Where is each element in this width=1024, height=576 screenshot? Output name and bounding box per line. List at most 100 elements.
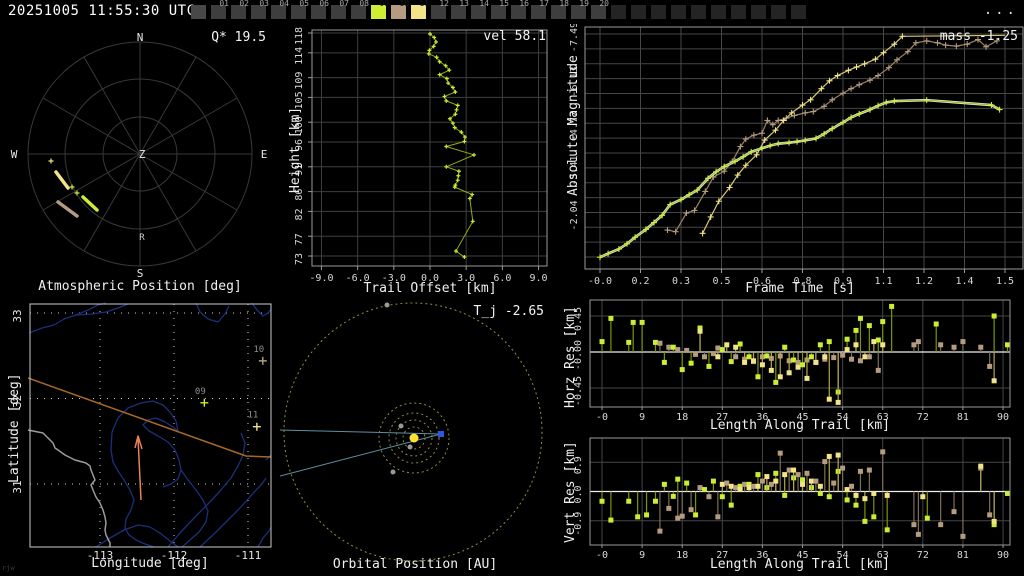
overflow-menu[interactable]: ... (983, 2, 1018, 18)
frame-label: 09 (379, 0, 389, 8)
y-tick: 0.9 (573, 456, 584, 474)
frame-cell-09[interactable]: 09 (370, 0, 390, 22)
x-tick: 1.4 (955, 276, 973, 287)
x-tick: 72 (917, 550, 929, 561)
y-tick: 86 (294, 189, 305, 201)
frame-cell-18[interactable]: 18 (550, 0, 570, 22)
frame-cell-empty (650, 0, 670, 22)
frame-swatch (691, 5, 706, 19)
frame-cell-14[interactable]: 14 (470, 0, 490, 22)
x-tick: 81 (957, 412, 969, 421)
y-tick: 105 (294, 91, 305, 109)
frame-swatch (271, 5, 286, 19)
planet-dot (398, 423, 404, 429)
y-tick: 114 (294, 47, 305, 65)
frame-label: 07 (339, 0, 349, 8)
horz-res-x-label: Length Along Trail [km] (709, 418, 890, 433)
frame-cell-empty (610, 0, 630, 22)
y-tick: 82 (294, 208, 305, 220)
x-tick: -6.0 (346, 273, 370, 284)
y-tick: -6.13 (569, 66, 580, 96)
frame-label: 10 (399, 0, 409, 8)
frame-swatch (611, 5, 626, 19)
map-y-label: Latitude [deg] (7, 373, 22, 483)
map-station-label: 11 (247, 411, 258, 421)
frame-swatch (531, 5, 546, 19)
y-tick: -2.04 (569, 200, 580, 230)
y-tick: 91 (294, 164, 305, 176)
y-tick: -0.9 (573, 512, 584, 536)
planet-dot (384, 302, 390, 308)
x-tick: 18 (676, 412, 688, 421)
x-tick: 1.5 (996, 276, 1014, 287)
frame-swatch (571, 5, 586, 19)
y-tick: -0.45 (573, 376, 584, 406)
x-tick: 3.0 (457, 273, 475, 284)
radiant-label: R (139, 233, 145, 243)
frame-cell-01[interactable]: 01 (210, 0, 230, 22)
y-tick: -4.77 (569, 111, 580, 141)
frame-cell-17[interactable]: 17 (530, 0, 550, 22)
frame-cell-12[interactable]: 12 (430, 0, 450, 22)
vert-res-x-label: Length Along Trail [km] (709, 557, 890, 572)
x-tick: 63 (877, 550, 889, 561)
x-tick: 54 (837, 412, 849, 421)
x-tick: 9 (639, 550, 645, 561)
frame-cell-19[interactable]: 19 (570, 0, 590, 22)
frame-cell-16[interactable]: 16 (510, 0, 530, 22)
frame-swatch (751, 5, 766, 19)
vert-res-plot: -0 9 18 27 36 45 54 63 72 81 90 0.9 0.0 -0.9 (573, 437, 1011, 561)
frame-cell-11[interactable]: 11 (410, 0, 430, 22)
frame-swatch (251, 5, 266, 19)
frame-label: 01 (219, 0, 229, 8)
x-tick: 0.6 (753, 276, 771, 287)
frame-swatch (451, 5, 466, 19)
frame-cell-20[interactable]: 20 (590, 0, 610, 22)
planet-dot (407, 444, 413, 450)
frame-label: 13 (459, 0, 469, 8)
x-tick: 36 (756, 412, 768, 421)
frame-cell-06[interactable]: 06 (310, 0, 330, 22)
x-tick: 27 (716, 412, 728, 421)
frame-cell-15[interactable]: 15 (490, 0, 510, 22)
frame-cell-05[interactable]: 05 (290, 0, 310, 22)
x-tick: 18 (676, 550, 688, 561)
x-tick: -0 (596, 550, 608, 561)
y-tick: -0.00 (573, 340, 584, 370)
frame-cell-03[interactable]: 03 (250, 0, 270, 22)
frame-cell-04[interactable]: 04 (270, 0, 290, 22)
frame-cell-07[interactable]: 07 (330, 0, 350, 22)
timestamp: 20251005 11:55:30 UTC (8, 3, 196, 19)
frame-swatch (391, 5, 406, 19)
frame-cell-13[interactable]: 13 (450, 0, 470, 22)
x-tick: 0.0 (421, 273, 439, 284)
frame-label: 12 (439, 0, 449, 8)
compass-w: W (11, 148, 18, 161)
x-tick: 9.0 (530, 273, 548, 284)
frame-cell-empty (670, 0, 690, 22)
frame-label: 20 (599, 0, 609, 8)
x-tick: -113 (87, 549, 114, 562)
map-station-label: 09 (195, 387, 206, 397)
x-tick: -111 (235, 549, 262, 562)
y-tick: 109 (294, 72, 305, 90)
frame-cell-empty (710, 0, 730, 22)
frame-swatch (191, 5, 206, 19)
map-x-label: Longitude [deg] (91, 556, 209, 571)
frame-cell-02[interactable]: 02 (230, 0, 250, 22)
x-tick: 9 (639, 412, 645, 421)
frame-selector: 01 02 03 04 05 06 07 08 09 10 11 12 13 14 15 16 17 18 19 20 (190, 0, 810, 22)
frame-label: 08 (359, 0, 369, 8)
frame-cell-10[interactable]: 10 (390, 0, 410, 22)
frame-cell-08[interactable]: 08 (350, 0, 370, 22)
orbit-plot (280, 302, 543, 562)
x-tick: 36 (756, 550, 768, 561)
x-tick: 0.3 (672, 276, 690, 287)
map-plot: 09 10 11 -113 -112 -111 31 32 33 (11, 302, 272, 562)
y-tick: 77 (294, 233, 305, 245)
frame-swatch (511, 5, 526, 19)
frame-swatch (431, 5, 446, 19)
y-tick: 118 (294, 27, 305, 45)
x-tick: 27 (716, 550, 728, 561)
frame-cell-empty (790, 0, 810, 22)
